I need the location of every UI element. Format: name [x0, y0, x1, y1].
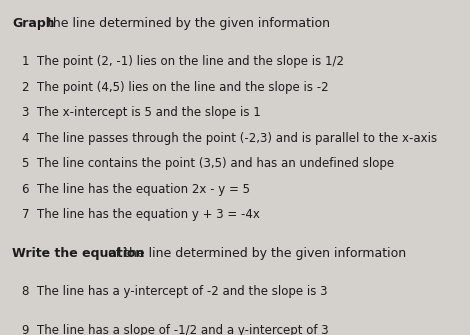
Text: of the line determined by the given information: of the line determined by the given info…	[104, 247, 406, 260]
Text: 5  The line contains the point (3,5) and has an undefined slope: 5 The line contains the point (3,5) and …	[22, 157, 394, 171]
Text: 7  The line has the equation y + 3 = -4x: 7 The line has the equation y + 3 = -4x	[22, 208, 260, 221]
Text: 9  The line has a slope of -1/2 and a y-intercept of 3: 9 The line has a slope of -1/2 and a y-i…	[22, 324, 329, 335]
Text: 4  The line passes through the point (-2,3) and is parallel to the x-axis: 4 The line passes through the point (-2,…	[22, 132, 437, 145]
Text: 8  The line has a y-intercept of -2 and the slope is 3: 8 The line has a y-intercept of -2 and t…	[22, 285, 328, 298]
Text: 2  The point (4,5) lies on the line and the slope is -2: 2 The point (4,5) lies on the line and t…	[22, 81, 329, 94]
Text: Graph: Graph	[12, 17, 55, 30]
Text: 3  The x-intercept is 5 and the slope is 1: 3 The x-intercept is 5 and the slope is …	[22, 107, 261, 120]
Text: 1  The point (2, -1) lies on the line and the slope is 1/2: 1 The point (2, -1) lies on the line and…	[22, 56, 344, 68]
Text: 6  The line has the equation 2x - y = 5: 6 The line has the equation 2x - y = 5	[22, 183, 250, 196]
Text: the line determined by the given information: the line determined by the given informa…	[44, 17, 330, 30]
Text: Write the equation: Write the equation	[12, 247, 144, 260]
